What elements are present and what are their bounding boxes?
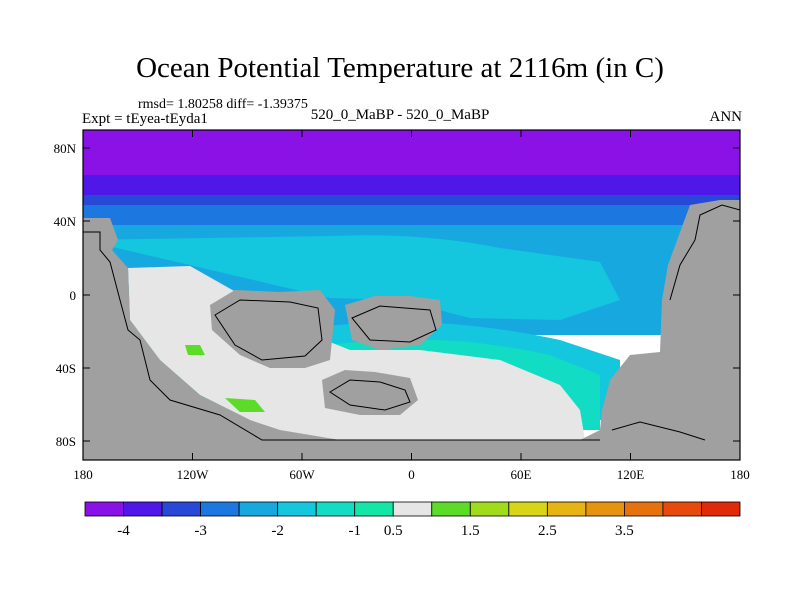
lat-tick-label: 80S (56, 434, 76, 449)
colorbar-swatch (354, 501, 394, 517)
experiment-label: Expt = tEyea-tEyda1 (82, 111, 208, 127)
colorbar-swatch (431, 501, 471, 517)
colorbar-swatch (200, 501, 240, 517)
lon-tick-label: 0 (408, 467, 415, 482)
colorbar-swatch (585, 501, 625, 517)
colorbar-swatch (277, 501, 317, 517)
colorbar-swatch (161, 501, 201, 517)
colorbar: -4 -3 -2 -1 0.5 1.5 2.5 3.5 (84, 501, 741, 539)
map-title: Ocean Potential Temperature at 2116m (in… (136, 52, 664, 84)
stats-text: rmsd= 1.80258 diff= -1.39375 (138, 97, 308, 112)
colorbar-swatch (469, 501, 510, 517)
ocean-band-north-subpolar (83, 175, 740, 195)
ocean-region-cyan (83, 235, 620, 320)
lon-tick-label: 180 (73, 467, 93, 482)
lat-tick-label: 40N (54, 214, 77, 229)
ocean-patch-green (225, 398, 265, 412)
lon-tick-label: 60E (511, 467, 532, 482)
colorbar-swatch (123, 501, 163, 517)
colorbar-swatch (392, 501, 433, 517)
colorbar-label: -2 (271, 523, 284, 539)
colorbar-swatch (546, 501, 587, 517)
colorbar-label: -4 (117, 523, 130, 539)
colorbar-swatch (238, 501, 279, 517)
case-label: 520_0_MaBP - 520_0_MaBP (310, 107, 490, 123)
colorbar-swatch (315, 501, 356, 517)
colorbar-label: 1.5 (461, 523, 480, 539)
ocean-band-north-temperate (83, 205, 740, 225)
colorbar-label: 2.5 (538, 523, 557, 539)
colorbar-label: 3.5 (615, 523, 634, 539)
season-label: ANN (709, 109, 743, 125)
land-masses (83, 200, 740, 460)
ocean-band-north-mid (83, 195, 740, 205)
land-continent-south (322, 370, 418, 415)
lon-tick-label: 120W (177, 467, 210, 482)
lon-tick-label: 60W (289, 467, 315, 482)
colorbar-swatch (662, 501, 702, 517)
colorbar-swatch (84, 501, 124, 517)
colorbar-swatch (624, 501, 664, 517)
colorbar-swatch (701, 501, 741, 517)
colorbar-label: -1 (348, 523, 361, 539)
axis-ticks: 80N 40N 0 40S 80S 180 120W 60W 0 60E 120E 180 (54, 130, 750, 482)
lat-tick-label: 40S (56, 361, 76, 376)
map-plot-area (83, 130, 740, 460)
lon-tick-label: 180 (730, 467, 750, 482)
colorbar-swatch (508, 501, 548, 517)
ocean-band-north-polar (83, 130, 740, 175)
ocean-patch-green-small (185, 345, 205, 355)
lat-tick-label: 80N (54, 141, 77, 156)
colorbar-label: 0.5 (384, 523, 403, 539)
coastlines (83, 204, 740, 441)
lat-tick-label: 0 (70, 288, 77, 303)
colorbar-label: -3 (194, 523, 207, 539)
lon-tick-label: 120E (617, 467, 645, 482)
